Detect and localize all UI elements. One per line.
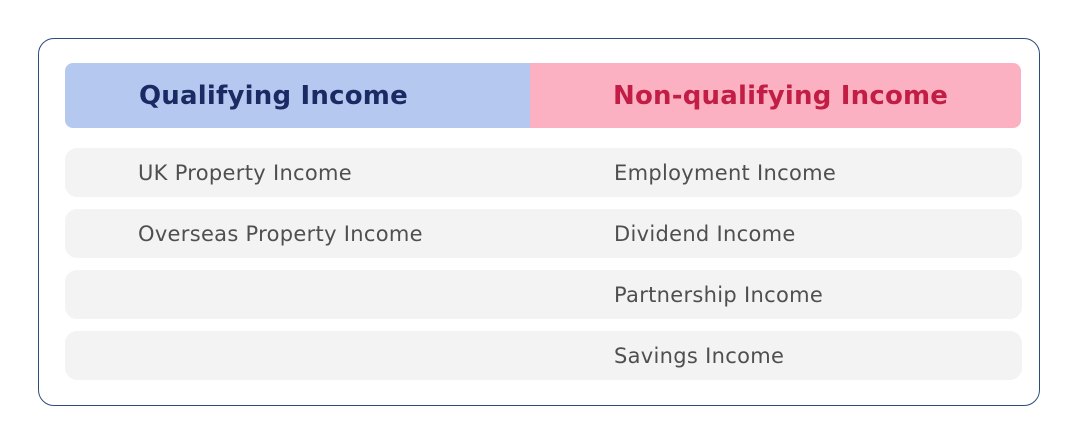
non-qualifying-income-header-label: Non-qualifying Income — [613, 80, 949, 111]
table-header-row: Qualifying Income Non-qualifying Income — [65, 63, 1021, 128]
non-qualifying-income-cell: Dividend Income — [614, 221, 796, 246]
non-qualifying-income-header: Non-qualifying Income — [530, 63, 1021, 128]
table-row: UK Property Income Employment Income — [65, 148, 1022, 197]
non-qualifying-income-cell: Employment Income — [614, 160, 837, 185]
qualifying-income-header: Qualifying Income — [65, 63, 530, 128]
non-qualifying-income-cell: Partnership Income — [614, 282, 824, 307]
table-body: UK Property Income Employment Income Ove… — [65, 148, 1022, 380]
table-row: Overseas Property Income Dividend Income — [65, 209, 1022, 258]
qualifying-income-cell: Overseas Property Income — [138, 221, 423, 246]
table-row: Partnership Income — [65, 270, 1022, 319]
qualifying-income-header-label: Qualifying Income — [139, 80, 408, 111]
qualifying-income-cell: UK Property Income — [138, 160, 353, 185]
non-qualifying-income-cell: Savings Income — [614, 343, 785, 368]
table-row: Savings Income — [65, 331, 1022, 380]
income-comparison-card: Qualifying Income Non-qualifying Income … — [38, 38, 1040, 406]
